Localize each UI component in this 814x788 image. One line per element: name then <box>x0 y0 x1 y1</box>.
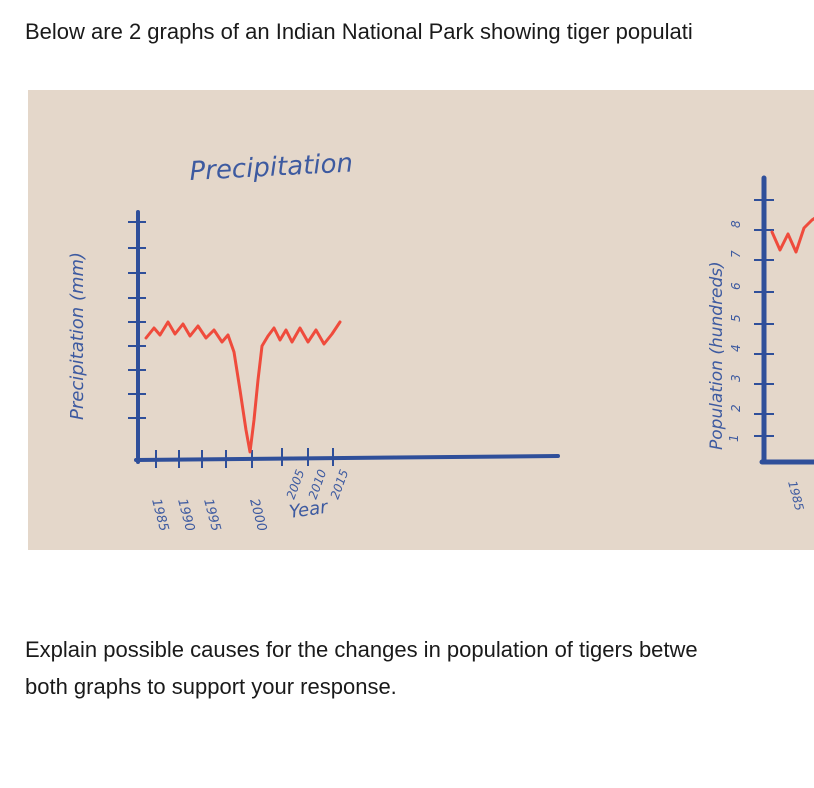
question-line-2: both graphs to support your response. <box>25 674 397 699</box>
pop-y-tick-5: 5 <box>729 314 743 322</box>
pop-y-tick-3: 3 <box>729 374 743 382</box>
precip-x-tick-2005: 2005 <box>284 468 308 501</box>
graphs-photo: Precipitation Precipitation (mm) <box>28 90 814 550</box>
precipitation-y-ticks <box>128 221 146 419</box>
hand-drawn-graphs: Precipitation Precipitation (mm) <box>67 148 814 533</box>
precip-x-tick-1990: 1990 <box>174 497 197 533</box>
precip-x-tick-1995: 1995 <box>200 497 223 533</box>
pop-y-tick-2: 2 <box>729 404 743 412</box>
population-graph: Population (hundreds) 1 2 3 4 5 6 7 8 <box>707 175 814 512</box>
precipitation-x-axis <box>134 454 560 462</box>
population-series-line <box>770 216 814 254</box>
precip-x-tick-2000: 2000 <box>246 497 269 533</box>
pop-y-tick-4: 4 <box>729 344 743 352</box>
question-line-1: Explain possible causes for the changes … <box>25 637 698 662</box>
precipitation-graph: Precipitation Precipitation (mm) <box>67 148 560 533</box>
pop-y-tick-8: 8 <box>729 220 743 228</box>
population-y-axis-label: Population (hundreds) <box>707 261 727 450</box>
precipitation-x-ticks <box>155 448 334 468</box>
precip-x-tick-1985: 1985 <box>148 497 171 533</box>
pop-y-tick-6: 6 <box>729 282 743 290</box>
pop-y-tick-1: 1 <box>727 434 741 442</box>
precip-x-tick-2010: 2010 <box>306 467 330 501</box>
precipitation-x-axis-label: Year <box>288 497 331 523</box>
population-y-ticks <box>754 199 774 437</box>
pop-y-tick-7: 7 <box>729 250 743 258</box>
precipitation-series-line <box>144 320 342 454</box>
intro-text: Below are 2 graphs of an Indian National… <box>25 19 693 44</box>
pop-x-tick-1985: 1985 <box>785 479 806 512</box>
precip-x-tick-2015: 2015 <box>328 468 352 501</box>
precipitation-y-axis-label: Precipitation (mm) <box>67 252 88 420</box>
precipitation-graph-title: Precipitation <box>189 148 354 187</box>
